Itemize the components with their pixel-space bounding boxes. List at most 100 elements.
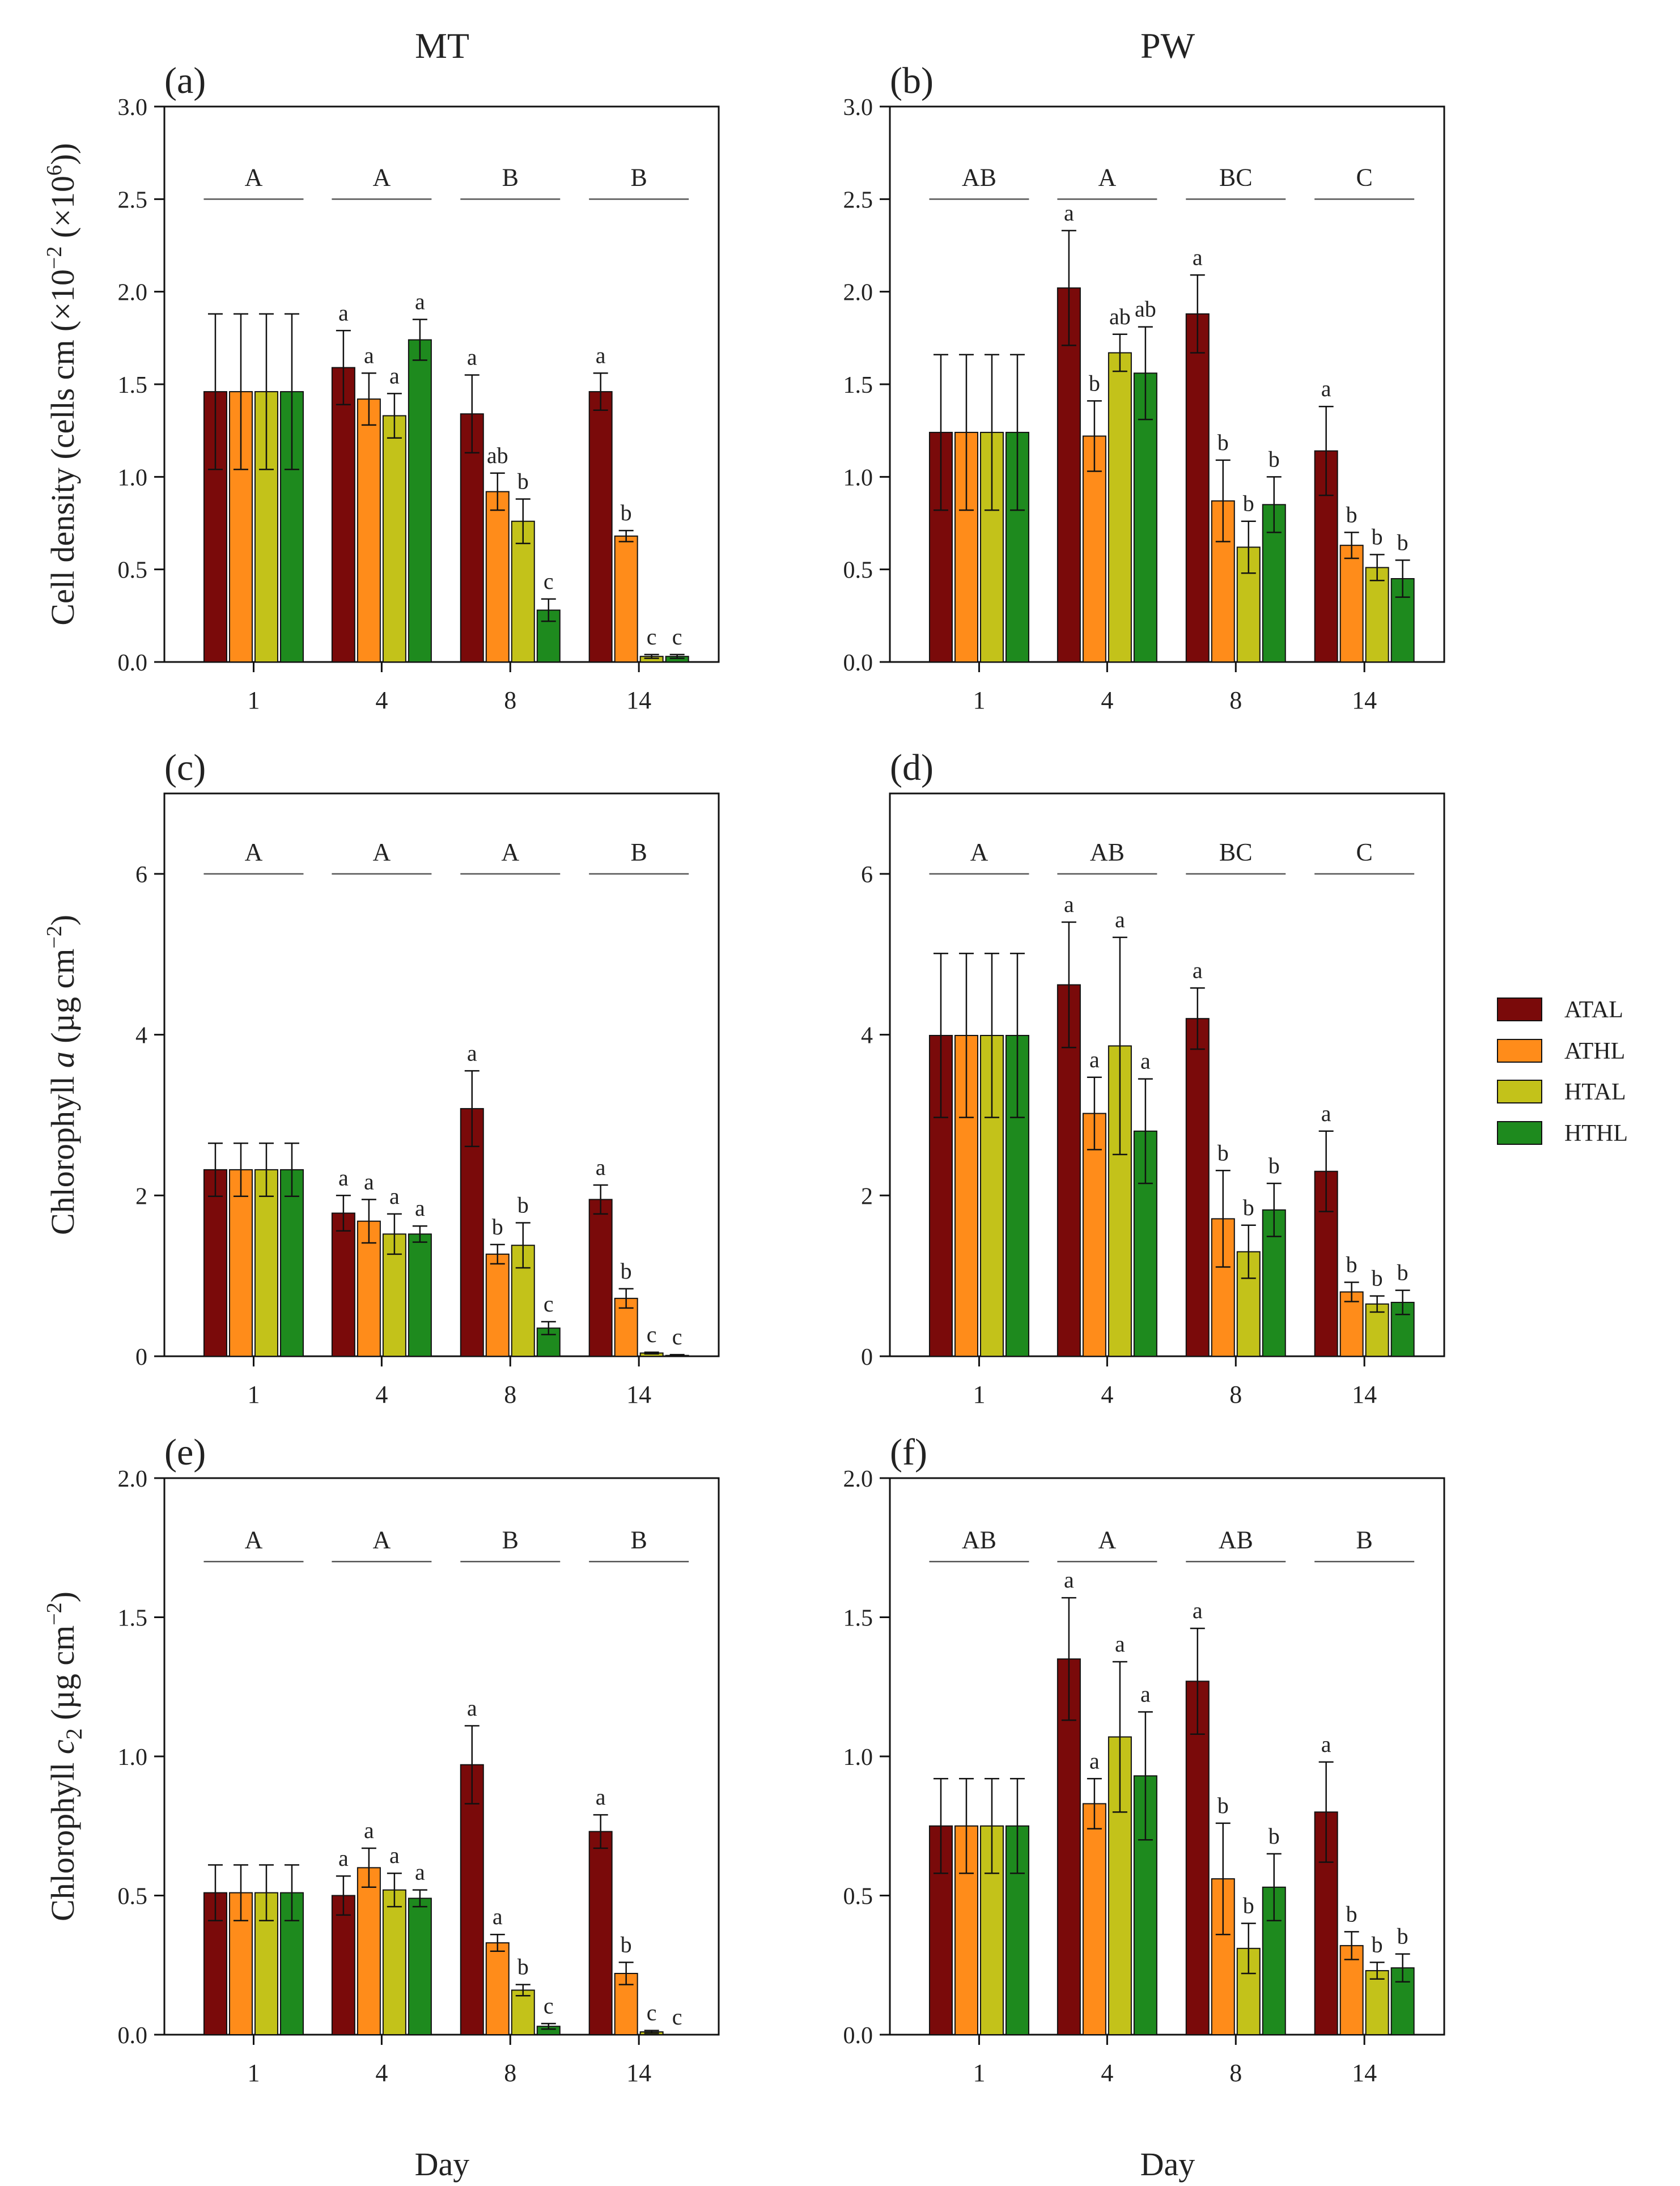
legend-swatch-athl xyxy=(1497,1039,1542,1063)
bar-htal xyxy=(1108,352,1132,663)
significance-letter: a xyxy=(596,1154,606,1180)
y-tick-label: 2.0 xyxy=(118,1466,148,1492)
bar-athl xyxy=(1339,1945,1364,2035)
group-letter: A xyxy=(1098,1526,1116,1553)
legend-swatch-hthl xyxy=(1497,1121,1542,1145)
legend-label-htal: HTAL xyxy=(1564,1079,1626,1105)
significance-letter: b xyxy=(1372,524,1383,550)
significance-letter: a xyxy=(1193,1598,1203,1623)
y-tick-label: 6 xyxy=(861,862,873,888)
significance-letter: c xyxy=(647,624,657,650)
significance-letter: b xyxy=(1243,1195,1254,1220)
bar-athl xyxy=(357,1220,381,1357)
significance-letter: b xyxy=(1372,1266,1383,1291)
y-tick-label: 1.5 xyxy=(118,1606,148,1632)
significance-letter: a xyxy=(1193,244,1203,270)
y-tick-label: 2 xyxy=(861,1183,873,1209)
significance-letter: b xyxy=(1217,1140,1229,1165)
y-tick-label: 1.5 xyxy=(843,372,873,398)
significance-letter: a xyxy=(338,1165,349,1190)
bar-atal xyxy=(331,1895,355,2035)
x-tick-label: 4 xyxy=(1101,1381,1113,1408)
significance-letter: b xyxy=(1346,1251,1357,1277)
significance-letter: b xyxy=(517,1192,529,1218)
group-letter: BC xyxy=(1219,838,1253,866)
significance-letter: a xyxy=(364,1169,374,1194)
y-tick-label: 0.0 xyxy=(118,2023,148,2049)
significance-letter: a xyxy=(467,1695,477,1721)
significance-letter: b xyxy=(1217,1793,1229,1818)
x-tick-label: 1 xyxy=(973,2059,985,2087)
significance-letter: b xyxy=(1217,430,1229,455)
significance-letter: a xyxy=(467,1040,477,1066)
significance-letter: b xyxy=(1372,1932,1383,1957)
group-letter: A xyxy=(372,838,391,866)
bar-htal xyxy=(511,1989,535,2035)
bar-atal xyxy=(331,367,355,663)
y-tick-label: 1.0 xyxy=(843,1744,873,1771)
group-letter: AB xyxy=(1090,838,1125,866)
y-tick-label: 2.5 xyxy=(843,187,873,213)
significance-letter: b xyxy=(1243,1893,1254,1918)
y-tick-label: 6 xyxy=(135,862,147,888)
significance-letter: a xyxy=(596,1784,606,1810)
group-letter: B xyxy=(630,163,647,191)
x-axis-label-left: Day xyxy=(415,2146,470,2183)
significance-letter: a xyxy=(415,1860,425,1885)
group-letter: AB xyxy=(962,1526,996,1553)
significance-letter: b xyxy=(1243,491,1254,516)
significance-letter: a xyxy=(596,342,606,368)
group-letter: A xyxy=(245,1526,263,1553)
significance-letter: a xyxy=(1321,1731,1331,1757)
legend-label-hthl: HTHL xyxy=(1564,1120,1628,1147)
bar-atal xyxy=(1057,287,1081,663)
panels: (a)0.00.51.01.52.02.53.01 4 8 14A A B Baaaaaab… xyxy=(43,60,1445,2087)
significance-letter: c xyxy=(672,624,682,650)
significance-letter: b xyxy=(517,469,529,494)
x-axis-label-right: Day xyxy=(1140,2146,1195,2183)
significance-letter: b xyxy=(1397,529,1409,555)
y-axis-title: Chlorophyll a (µg cm−2) xyxy=(43,915,81,1235)
x-tick-label: 4 xyxy=(1101,2059,1113,2087)
significance-letter: a xyxy=(1193,957,1203,983)
plot-frame xyxy=(889,792,1445,1357)
group-letter: B xyxy=(502,163,519,191)
bar-htal xyxy=(1108,1736,1132,2035)
legend-label-atal: ATAL xyxy=(1564,997,1623,1023)
significance-letter: a xyxy=(1089,1047,1100,1072)
y-tick-label: 1.5 xyxy=(118,372,148,398)
y-tick-label: 0.5 xyxy=(843,1884,873,1910)
panel-label: (d) xyxy=(890,747,934,788)
legend-swatch-htal xyxy=(1497,1080,1542,1103)
panel-label: (a) xyxy=(164,60,206,101)
y-tick-label: 1.0 xyxy=(118,1744,148,1771)
significance-letter: b xyxy=(1397,1924,1409,1949)
x-tick-label: 8 xyxy=(1229,1381,1242,1408)
bar-athl xyxy=(1339,1291,1364,1357)
legend-swatch-atal xyxy=(1497,998,1542,1021)
x-tick-label: 1 xyxy=(973,686,985,714)
significance-letter: ab xyxy=(487,443,508,468)
y-tick-label: 2 xyxy=(135,1183,147,1209)
bar-atal xyxy=(203,1169,227,1357)
bar-atal xyxy=(331,1212,355,1357)
group-letter: C xyxy=(1356,163,1372,191)
bar-athl xyxy=(357,1867,381,2035)
legend: ATAL ATHL HTAL HTHL xyxy=(1497,997,1628,1147)
significance-letter: b xyxy=(1397,1260,1409,1285)
y-tick-label: 2.0 xyxy=(118,280,148,306)
group-letter: A xyxy=(245,163,263,191)
y-tick-label: 0.5 xyxy=(118,558,148,584)
x-tick-label: 4 xyxy=(1101,686,1113,714)
bar-atal xyxy=(1057,1658,1081,2035)
y-tick-label: 4 xyxy=(861,1023,873,1049)
group-letter: C xyxy=(1356,838,1372,866)
group-letter: AB xyxy=(962,163,996,191)
bar-athl xyxy=(228,1892,253,2036)
group-letter: A xyxy=(372,1526,391,1553)
significance-letter: a xyxy=(1140,1049,1151,1074)
significance-letter: a xyxy=(1115,1631,1125,1657)
significance-letter: a xyxy=(389,1183,400,1209)
